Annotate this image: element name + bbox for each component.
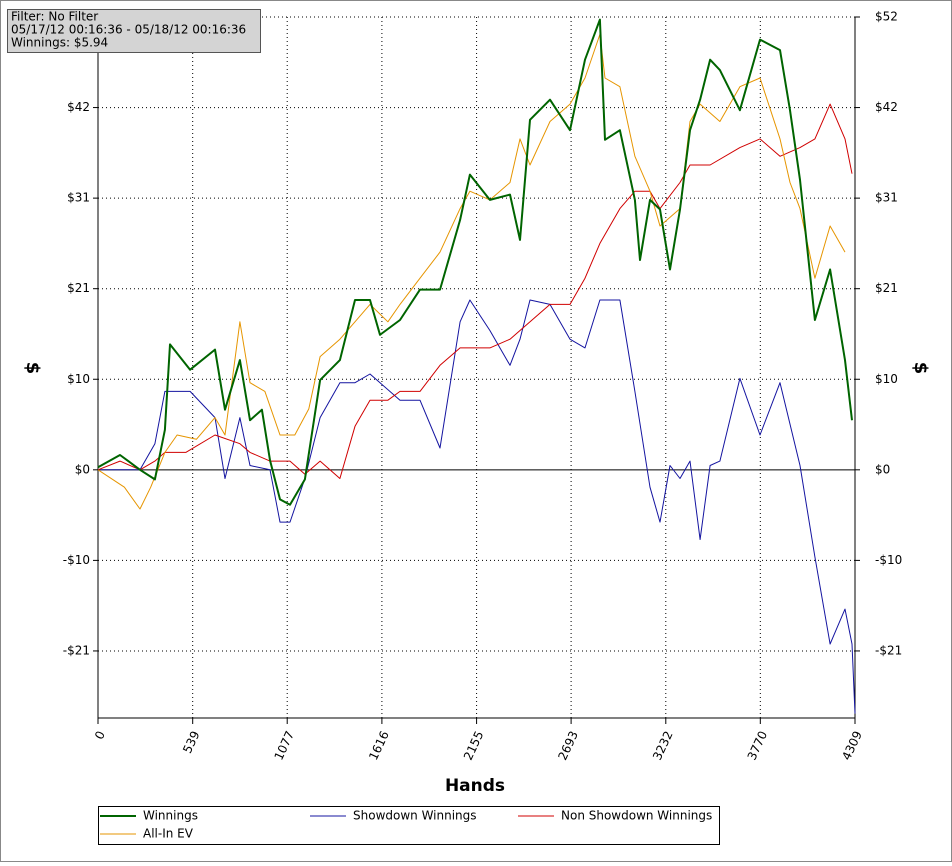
series-line [97,103,853,479]
y2-tick-label: $0 [875,462,890,476]
y2-tick-label: $42 [875,100,898,114]
info-box [7,9,261,53]
x-axis-label: Hands [445,776,505,796]
y2-tick-label: $10 [875,372,898,386]
y-tick-label: -$10 [63,553,90,567]
legend [98,806,720,845]
y-tick-label: $0 [75,462,90,476]
legend-label: Non Showdown Winnings [561,809,712,823]
y-tick-label: -$21 [63,643,90,657]
legend-label: All-In EV [143,827,194,841]
y-tick-label: $31 [67,191,90,205]
info-text: Filter: No Filter [11,10,98,24]
y2-axis-label: $ [910,362,931,375]
info-text: 05/17/12 00:16:36 - 05/18/12 00:16:36 [11,23,246,37]
series-line [98,299,856,714]
y-tick-label: $21 [67,281,90,295]
legend-label: Winnings [143,809,198,823]
y-tick-label: $42 [67,100,90,114]
y2-tick-label: -$21 [875,643,902,657]
y2-tick-label: $52 [875,10,898,24]
y2-tick-label: $21 [875,281,898,295]
info-text: Winnings: $5.94 [11,36,108,50]
series-line [97,33,846,510]
y-axis-label: $ [22,362,43,375]
series-line [97,18,853,506]
y2-tick-label: $31 [875,191,898,205]
legend-label: Showdown Winnings [353,809,477,823]
y-tick-label: $10 [67,372,90,386]
y2-tick-label: -$10 [875,553,902,567]
